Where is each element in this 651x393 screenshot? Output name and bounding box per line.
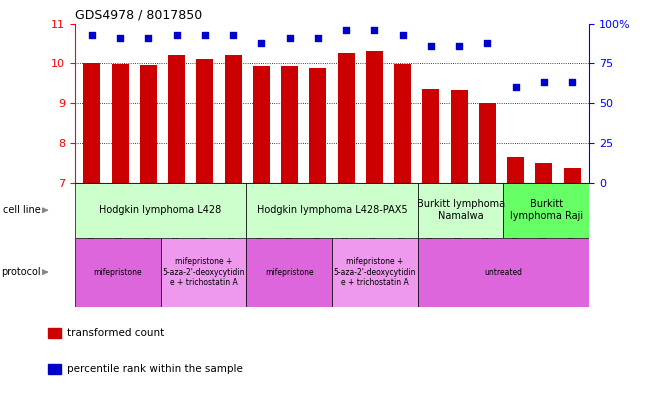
Bar [309,68,326,183]
Text: GSM1081192: GSM1081192 [398,183,407,239]
Bar [422,89,439,183]
Text: Hodgkin lymphoma L428: Hodgkin lymphoma L428 [100,205,222,215]
Bar [253,66,270,183]
Text: GSM1081184: GSM1081184 [511,183,520,239]
FancyBboxPatch shape [246,183,418,238]
Point [200,31,210,38]
Bar [168,55,185,183]
Text: Burkitt
lymphoma Raji: Burkitt lymphoma Raji [510,200,583,221]
Point [341,27,352,33]
Bar [507,157,524,183]
Text: GSM1081182: GSM1081182 [454,183,464,239]
Point [171,31,182,38]
Text: protocol: protocol [1,267,41,277]
Bar [111,64,128,183]
Point [369,27,380,33]
Text: GSM1081185: GSM1081185 [540,183,548,239]
Bar [450,90,467,183]
Text: cell line: cell line [3,205,41,215]
Text: GSM1081183: GSM1081183 [483,183,492,239]
Text: GSM1081176: GSM1081176 [116,183,124,239]
Text: GSM1081181: GSM1081181 [426,183,436,239]
Bar [225,55,242,183]
Text: GSM1081180: GSM1081180 [313,183,322,239]
Bar [48,328,61,338]
Point [539,79,549,86]
Text: GSM1081177: GSM1081177 [144,183,153,239]
Point [567,79,577,86]
FancyBboxPatch shape [161,238,246,307]
Point [143,35,154,41]
Text: GSM1081175: GSM1081175 [87,183,96,239]
Text: GSM1081189: GSM1081189 [229,183,238,239]
Point [398,31,408,38]
Bar [83,62,100,183]
FancyBboxPatch shape [418,183,503,238]
Text: Burkitt lymphoma
Namalwa: Burkitt lymphoma Namalwa [417,200,505,221]
Text: mifepristone: mifepristone [93,268,142,277]
FancyBboxPatch shape [332,238,418,307]
Bar [394,64,411,183]
FancyBboxPatch shape [75,238,161,307]
Text: mifepristone +
5-aza-2'-deoxycytidin
e + trichostatin A: mifepristone + 5-aza-2'-deoxycytidin e +… [333,257,416,287]
Text: mifepristone +
5-aza-2'-deoxycytidin
e + trichostatin A: mifepristone + 5-aza-2'-deoxycytidin e +… [162,257,245,287]
Point [454,43,464,49]
Point [228,31,238,38]
Bar [564,168,581,183]
Bar [338,53,355,183]
Text: percentile rank within the sample: percentile rank within the sample [67,364,243,374]
Text: untreated: untreated [484,268,523,277]
Text: GSM1081178: GSM1081178 [257,183,266,239]
Text: transformed count: transformed count [67,328,164,338]
Bar [48,364,61,374]
Point [115,35,125,41]
Point [87,31,97,38]
FancyBboxPatch shape [246,238,332,307]
Point [510,84,521,90]
FancyBboxPatch shape [503,183,589,238]
Point [482,40,493,46]
Bar [281,66,298,183]
Bar [197,59,214,183]
Point [312,35,323,41]
Point [256,40,266,46]
Bar [536,163,553,183]
Bar [479,103,496,183]
FancyBboxPatch shape [418,238,589,307]
Text: mifepristone: mifepristone [265,268,314,277]
Bar [140,65,157,183]
Text: GSM1081190: GSM1081190 [342,183,351,239]
Point [426,43,436,49]
Point [284,35,295,41]
Text: GSM1081191: GSM1081191 [370,183,379,239]
Text: GDS4978 / 8017850: GDS4978 / 8017850 [75,8,202,21]
Text: Hodgkin lymphoma L428-PAX5: Hodgkin lymphoma L428-PAX5 [256,205,408,215]
Text: GSM1081186: GSM1081186 [568,183,577,239]
Bar [366,51,383,183]
Text: GSM1081179: GSM1081179 [285,183,294,239]
Text: GSM1081187: GSM1081187 [172,183,181,239]
FancyBboxPatch shape [75,183,246,238]
Text: GSM1081188: GSM1081188 [201,183,210,239]
